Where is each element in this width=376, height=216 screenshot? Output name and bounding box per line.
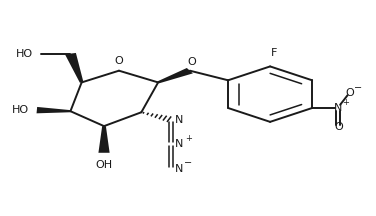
Text: N: N — [334, 103, 343, 113]
Text: O: O — [187, 57, 196, 67]
Text: O: O — [334, 122, 343, 132]
Text: HO: HO — [16, 49, 33, 59]
Text: OH: OH — [96, 160, 112, 170]
Text: +: + — [342, 98, 349, 107]
Text: −: − — [184, 159, 193, 168]
Polygon shape — [157, 68, 193, 83]
Text: +: + — [185, 134, 192, 143]
Text: HO: HO — [12, 105, 29, 115]
Text: N: N — [175, 139, 183, 149]
Text: O: O — [115, 56, 123, 66]
Text: N: N — [175, 115, 183, 125]
Polygon shape — [99, 126, 110, 153]
Polygon shape — [65, 53, 83, 83]
Text: O: O — [345, 88, 354, 98]
Text: −: − — [353, 83, 362, 93]
Text: F: F — [271, 48, 277, 58]
Text: N: N — [175, 164, 183, 174]
Polygon shape — [36, 107, 71, 113]
